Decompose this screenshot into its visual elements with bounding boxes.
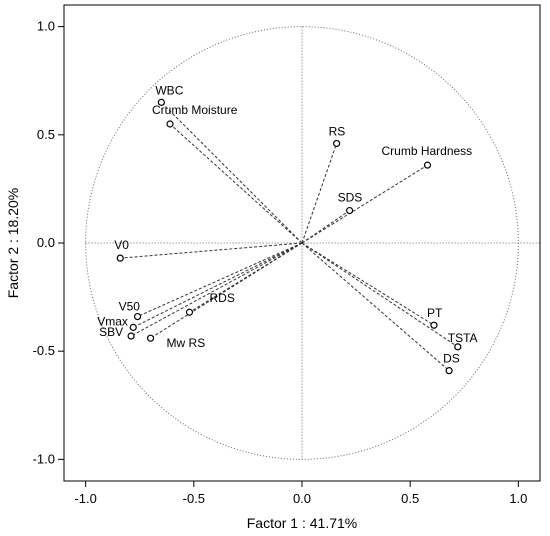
point-label: RS: [329, 124, 346, 138]
x-axis-title: Factor 1 : 41.71%: [247, 515, 358, 531]
data-point: [129, 323, 137, 331]
data-point: [133, 312, 142, 321]
x-tick-label: 0.0: [293, 491, 311, 506]
data-point: [333, 139, 341, 148]
loading-vector: [301, 242, 450, 372]
data-point: [185, 308, 194, 316]
x-tick-label: -0.5: [183, 491, 205, 506]
data-point: [430, 321, 438, 329]
loading-vector: [133, 242, 303, 328]
loading-vector: [301, 143, 338, 244]
loading-vector: [301, 210, 350, 244]
x-tick-label: 1.0: [509, 491, 527, 506]
point-label: Vmax: [97, 314, 128, 328]
point-label: V50: [119, 300, 141, 314]
x-tick-label: 0.5: [401, 491, 419, 506]
loading-vector: [301, 242, 459, 348]
point-label: DS: [443, 352, 460, 366]
axis-ticks: -1.0 -0.5 0.0 0.5 1.0 1.0 0.5 0.0 -0.5 -1.0: [33, 19, 528, 506]
point-label: SDS: [338, 191, 363, 205]
loading-vector: [130, 242, 303, 337]
point-label: PT: [427, 306, 443, 320]
point-label: Crumb Hardness: [381, 144, 472, 158]
data-point: [116, 254, 124, 262]
data-point: [423, 161, 432, 169]
point-label: V0: [114, 238, 129, 252]
x-tick-label: -1.0: [74, 491, 96, 506]
data-point: [346, 206, 354, 215]
data-point: [166, 120, 174, 128]
y-tick-label: -0.5: [33, 343, 55, 358]
loading-vector: [301, 242, 435, 326]
y-tick-label: 1.0: [37, 19, 55, 34]
data-point: [127, 332, 135, 340]
point-label: SBV: [99, 325, 123, 339]
loading-vector: [161, 102, 303, 244]
y-axis-title: Factor 2 : 18.20%: [5, 188, 21, 299]
loading-vector: [169, 123, 303, 244]
loading-vector: [137, 242, 303, 318]
data-point: [146, 334, 155, 342]
point-label: RDS: [209, 291, 234, 305]
y-tick-label: -1.0: [33, 451, 55, 466]
point-label: WBC: [155, 83, 183, 97]
loading-vector: [189, 242, 303, 313]
data-point: [445, 367, 453, 375]
point-label: Crumb Moisture: [152, 103, 238, 117]
chart-marks: WBC Crumb Moisture RS Crumb Hardness SDS V0 V5…: [85, 26, 540, 460]
y-tick-label: 0.0: [37, 235, 55, 250]
data-point: [454, 343, 462, 351]
point-label: Mw RS: [167, 336, 206, 350]
point-label: TSTA: [448, 331, 478, 345]
loading-vector: [120, 242, 303, 259]
loading-vector: [301, 164, 428, 244]
data-point: [157, 98, 165, 106]
y-tick-label: 0.5: [37, 127, 55, 142]
